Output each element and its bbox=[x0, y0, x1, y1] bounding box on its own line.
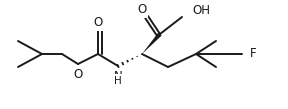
Text: H: H bbox=[114, 76, 122, 86]
Text: N: N bbox=[114, 70, 122, 83]
Text: O: O bbox=[73, 68, 83, 82]
Text: O: O bbox=[137, 3, 147, 16]
Text: O: O bbox=[93, 16, 103, 30]
Text: OH: OH bbox=[192, 4, 210, 18]
Text: F: F bbox=[250, 48, 257, 60]
Polygon shape bbox=[142, 32, 162, 54]
